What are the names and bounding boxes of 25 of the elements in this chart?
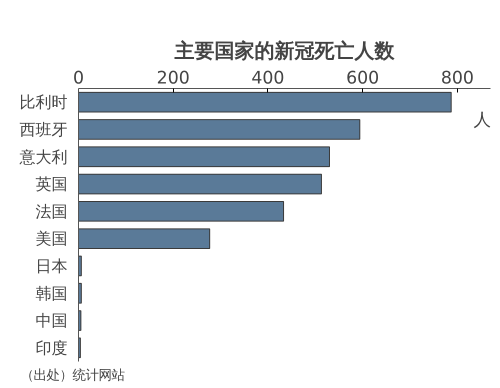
y-tick-label: 英国 xyxy=(36,174,68,194)
y-tick-label: 中国 xyxy=(36,311,68,330)
bar xyxy=(78,201,284,222)
chart-title: 主要国家的新冠死亡人数 xyxy=(174,38,396,62)
bar xyxy=(78,174,322,194)
x-tick-label: 800 xyxy=(440,68,474,88)
y-tick-label: 美国 xyxy=(36,229,68,248)
y-tick-label: 日本 xyxy=(36,256,68,276)
y-tick-label: 西班牙 xyxy=(20,120,68,139)
y-tick-label: 意大利 xyxy=(18,147,68,166)
y-tick-label: 印度 xyxy=(36,338,68,358)
bar xyxy=(78,256,82,276)
bar xyxy=(78,119,360,140)
bar xyxy=(78,92,452,112)
x-tick-label: 200 xyxy=(156,68,190,88)
x-tick-label: 400 xyxy=(251,68,284,88)
bar xyxy=(78,146,330,168)
text: （出处）统计网站 xyxy=(20,368,124,384)
y-tick-label: 韩国 xyxy=(36,284,68,303)
x-tick-label: 0 xyxy=(72,68,84,88)
bar xyxy=(78,228,210,249)
y-tick-label: 法国 xyxy=(36,202,68,221)
y-tick-label: 比利时 xyxy=(20,92,68,112)
x-tick-label: 600 xyxy=(346,68,380,88)
x-axis-title: 人 xyxy=(474,110,490,130)
